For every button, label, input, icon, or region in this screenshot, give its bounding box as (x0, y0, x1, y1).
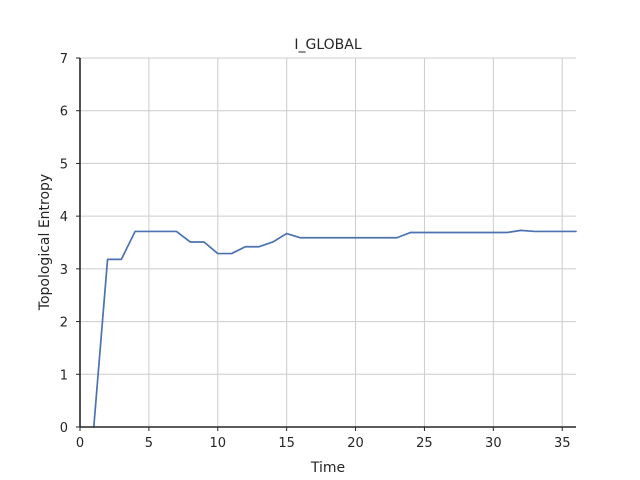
x-tick-label: 15 (278, 436, 295, 451)
y-tick-label: 7 (60, 52, 68, 67)
y-tick-label: 5 (60, 157, 68, 172)
y-tick-label: 4 (60, 210, 68, 225)
y-tick-label: 3 (60, 263, 68, 278)
grid (79, 57, 576, 428)
x-tick-label: 0 (76, 436, 84, 451)
ticks: 0 5 10 15 20 25 30 35 0 1 2 3 4 5 6 7 (60, 52, 571, 451)
series-layer (92, 229, 577, 428)
x-tick-label: 10 (210, 436, 227, 451)
x-tick-label: 35 (554, 436, 571, 451)
chart-title: I_GLOBAL (294, 37, 361, 53)
y-tick-label: 2 (60, 316, 68, 331)
x-tick-label: 5 (145, 436, 153, 451)
y-tick-label: 6 (60, 105, 68, 120)
x-tick-label: 25 (416, 436, 433, 451)
series-line (92, 229, 577, 428)
x-tick-label: 30 (485, 436, 502, 451)
x-axis-label: Time (310, 460, 345, 476)
y-axis-label: Topological Entropy (37, 174, 53, 311)
y-tick-label: 0 (60, 421, 68, 436)
axes (79, 58, 576, 428)
y-tick-label: 1 (60, 368, 68, 383)
x-tick-label: 20 (347, 436, 364, 451)
